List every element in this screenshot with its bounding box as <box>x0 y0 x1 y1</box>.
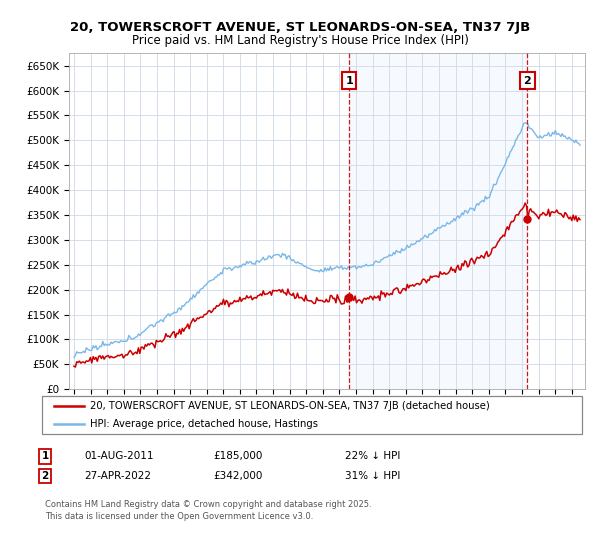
Text: 1: 1 <box>345 76 353 86</box>
Text: 2: 2 <box>41 471 49 481</box>
Text: Contains HM Land Registry data © Crown copyright and database right 2025.
This d: Contains HM Land Registry data © Crown c… <box>45 500 371 521</box>
Text: HPI: Average price, detached house, Hastings: HPI: Average price, detached house, Hast… <box>90 419 318 429</box>
Text: 1: 1 <box>41 451 49 461</box>
Text: 27-APR-2022: 27-APR-2022 <box>84 471 151 481</box>
Text: 2: 2 <box>524 76 532 86</box>
Text: £185,000: £185,000 <box>213 451 262 461</box>
Text: £342,000: £342,000 <box>213 471 262 481</box>
Text: 20, TOWERSCROFT AVENUE, ST LEONARDS-ON-SEA, TN37 7JB (detached house): 20, TOWERSCROFT AVENUE, ST LEONARDS-ON-S… <box>90 401 490 411</box>
Text: 20, TOWERSCROFT AVENUE, ST LEONARDS-ON-SEA, TN37 7JB: 20, TOWERSCROFT AVENUE, ST LEONARDS-ON-S… <box>70 21 530 34</box>
Text: Price paid vs. HM Land Registry's House Price Index (HPI): Price paid vs. HM Land Registry's House … <box>131 34 469 46</box>
Text: 31% ↓ HPI: 31% ↓ HPI <box>345 471 400 481</box>
Text: 01-AUG-2011: 01-AUG-2011 <box>84 451 154 461</box>
Text: 22% ↓ HPI: 22% ↓ HPI <box>345 451 400 461</box>
Bar <box>349 53 527 389</box>
